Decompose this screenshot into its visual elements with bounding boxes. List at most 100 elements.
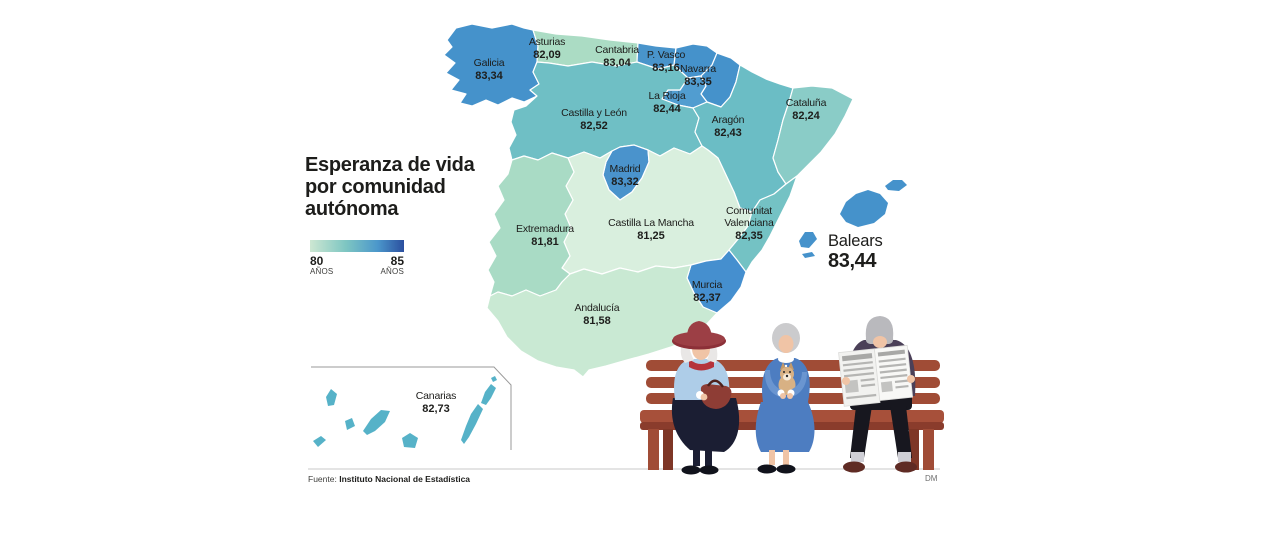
leg	[850, 406, 872, 458]
scale-min: 80 AÑOS	[310, 255, 333, 276]
scale-max-unit: AÑOS	[380, 267, 404, 276]
skirt	[755, 402, 815, 452]
canarias-inset	[311, 366, 512, 450]
inset-border	[311, 366, 512, 450]
island-gran-canaria	[402, 433, 418, 448]
shoe	[757, 464, 777, 474]
elderly-woman-with-hat	[671, 321, 740, 475]
newspaper-line	[895, 384, 909, 389]
hand	[787, 393, 793, 399]
scale-min-unit: AÑOS	[310, 267, 334, 276]
sock	[851, 452, 864, 462]
face	[778, 335, 794, 353]
scarf	[689, 359, 714, 371]
label-pais-vasco: P. Vasco 83,16	[646, 49, 686, 74]
title-line: por comunidad	[305, 176, 446, 198]
newspaper-line	[894, 379, 908, 384]
label-balears: Balears 83,44	[828, 232, 883, 273]
island-tenerife	[363, 410, 390, 435]
label-comunitat-valenciana: Comunitat Valenciana 82,35	[724, 205, 774, 242]
sleeve	[790, 372, 807, 397]
label-andalucia: Andalucía 81,58	[574, 302, 620, 327]
handbag-handle	[706, 379, 724, 388]
label-castilla-la-mancha: Castilla La Mancha 81,25	[608, 217, 694, 242]
label-aragon: Aragón 82,43	[711, 114, 745, 139]
newspaper-headline	[841, 353, 873, 362]
hat-crown	[686, 321, 712, 340]
newspaper-line	[878, 357, 906, 363]
leg	[769, 450, 775, 465]
island-formentera	[802, 252, 815, 258]
face	[873, 336, 887, 348]
region-andalucia	[486, 264, 718, 378]
dog-eye	[783, 371, 785, 373]
skirt	[671, 398, 740, 452]
leg	[705, 446, 712, 466]
label-navarra: Navarra 83,35	[680, 63, 716, 88]
leg	[783, 450, 789, 465]
page-title: Esperanza de vida por comunidad autónoma	[305, 154, 475, 220]
shoe	[895, 461, 917, 473]
scale-max-value: 85	[390, 254, 404, 268]
label-murcia: Murcia 82,37	[691, 279, 723, 304]
newspaper-line	[846, 393, 877, 400]
newspaper-headline	[877, 349, 906, 357]
handbag	[700, 384, 732, 409]
newspaper-photo	[880, 381, 893, 393]
color-scale-labels: 80 AÑOS 85 AÑOS	[310, 255, 404, 276]
island-menorca	[885, 180, 907, 191]
newspaper-line	[879, 368, 907, 374]
title-line: Esperanza de vida	[305, 154, 475, 176]
title-line: autónoma	[305, 198, 399, 220]
island-el-hierro	[313, 436, 326, 447]
label-castilla-y-leon: Castilla y León 82,52	[561, 107, 627, 132]
newspaper-line	[843, 366, 874, 372]
region-cataluna	[772, 85, 854, 185]
island-ibiza	[799, 232, 817, 248]
source-name: Instituto Nacional de Estadística	[339, 474, 471, 484]
newspaper-line	[861, 383, 876, 388]
newspaper-line	[879, 363, 907, 369]
bench-leg	[909, 429, 919, 470]
collar	[778, 355, 794, 363]
balears-islands	[799, 180, 907, 258]
newspaper-line	[842, 361, 873, 367]
scale-min-value: 80	[310, 254, 324, 268]
label-cataluna: Cataluña 82,24	[785, 97, 827, 122]
elderly-man-with-newspaper	[838, 316, 917, 473]
newspaper-line	[880, 374, 908, 380]
bench-leg	[663, 429, 673, 470]
newspaper	[838, 344, 914, 407]
shoe	[843, 461, 865, 473]
island-la-palma	[326, 389, 337, 406]
label-madrid: Madrid 83,32	[609, 163, 641, 188]
elderly-woman-with-dog	[755, 323, 815, 474]
dog-nose	[785, 374, 789, 378]
color-scale-gradient	[310, 240, 404, 252]
canarias-islands	[313, 376, 497, 448]
region-galicia	[443, 23, 540, 107]
shoe	[699, 465, 719, 475]
hand	[700, 393, 708, 401]
label-extremadura: Extremadura 81,81	[516, 223, 574, 248]
hand	[780, 393, 786, 399]
island-islote	[491, 376, 497, 382]
hand	[907, 375, 915, 383]
bench-leg	[923, 429, 934, 470]
island-mallorca	[840, 190, 888, 227]
label-canarias: Canarias 82,73	[415, 390, 457, 415]
credit: DM	[925, 474, 938, 483]
label-galicia: Galicia 83,34	[473, 57, 505, 82]
bench-leg	[648, 429, 659, 470]
spain-map	[443, 23, 854, 378]
sock	[898, 452, 911, 462]
label-cantabria: Cantabria 83,04	[595, 44, 639, 69]
leg	[890, 406, 912, 458]
hair	[865, 316, 894, 344]
source-prefix: Fuente:	[308, 474, 337, 484]
sleeve	[764, 370, 782, 397]
shoe	[776, 464, 796, 474]
island-fuerteventura	[461, 404, 483, 444]
